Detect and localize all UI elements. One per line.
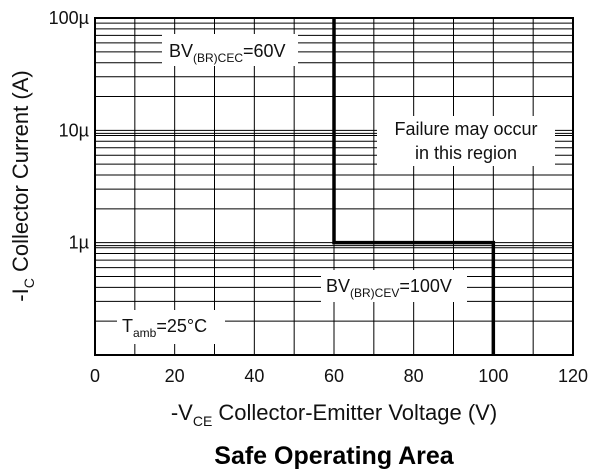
y-tick-label: 1µ: [69, 233, 89, 253]
soa-boundary-line: [332, 18, 496, 355]
failure-region-annotation: Failure may occur in this region: [377, 116, 555, 166]
x-tick-labels: 0 20 40 60 80 100 120: [90, 366, 588, 386]
bv-cec-annotation: BV(BR)CEC=60V: [162, 34, 298, 66]
bv-cec-prefix: BV: [169, 41, 193, 61]
x-tick-label: 20: [165, 366, 185, 386]
y-axis-label: -IC Collector Current (A): [8, 70, 37, 301]
tamb-annotation: Tamb=25°C: [117, 310, 225, 344]
bv-cec-suffix: =60V: [243, 41, 286, 61]
annotations: BV(BR)CEC=60V Failure may occur in this …: [117, 34, 555, 344]
failure-label-line2: in this region: [415, 143, 517, 163]
y-axis-label-prefix: -I: [8, 288, 33, 301]
x-axis-label-prefix: -V: [171, 400, 193, 425]
tamb-prefix: T: [122, 316, 133, 336]
y-tick-label: 10µ: [59, 120, 89, 140]
x-tick-label: 120: [558, 366, 588, 386]
tamb-label-bg: [117, 310, 225, 344]
x-axis-label-subscript: CE: [193, 413, 212, 429]
plot-frame: [94, 17, 574, 356]
bv-cev-annotation: BV(BR)CEV=100V: [321, 270, 467, 302]
x-tick-label: 0: [90, 366, 100, 386]
bv-cev-suffix: =100V: [399, 276, 452, 296]
tamb-label: Tamb=25°C: [122, 316, 207, 340]
bv-cec-subscript: (BR)CEC: [193, 51, 243, 65]
bv-cev-label: BV(BR)CEV=100V: [326, 276, 452, 300]
failure-label-line1: Failure may occur: [394, 119, 537, 139]
y-tick-label: 100µ: [49, 8, 89, 28]
tamb-subscript: amb: [133, 326, 157, 340]
y-tick-labels: 100µ 10µ 1µ: [49, 8, 89, 253]
y-axis-label-subscript: C: [21, 278, 37, 288]
bv-cev-subscript: (BR)CEV: [350, 286, 399, 300]
chart-title: Safe Operating Area: [214, 442, 455, 470]
bv-cev-prefix: BV: [326, 276, 350, 296]
bv-cec-label: BV(BR)CEC=60V: [169, 41, 286, 65]
x-axis-label: -VCE Collector-Emitter Voltage (V): [171, 400, 497, 429]
failure-label-bg: [377, 116, 555, 166]
x-tick-label: 60: [324, 366, 344, 386]
x-tick-label: 80: [404, 366, 424, 386]
x-tick-label: 40: [244, 366, 264, 386]
tamb-suffix: =25°C: [156, 316, 207, 336]
x-tick-label: 100: [478, 366, 508, 386]
bv-cec-label-bg: [162, 34, 298, 66]
series-layer: [332, 18, 496, 355]
bv-cev-label-bg: [321, 270, 467, 302]
y-axis-label-suffix: Collector Current (A): [8, 70, 33, 278]
x-axis-label-suffix: Collector-Emitter Voltage (V): [212, 400, 497, 425]
